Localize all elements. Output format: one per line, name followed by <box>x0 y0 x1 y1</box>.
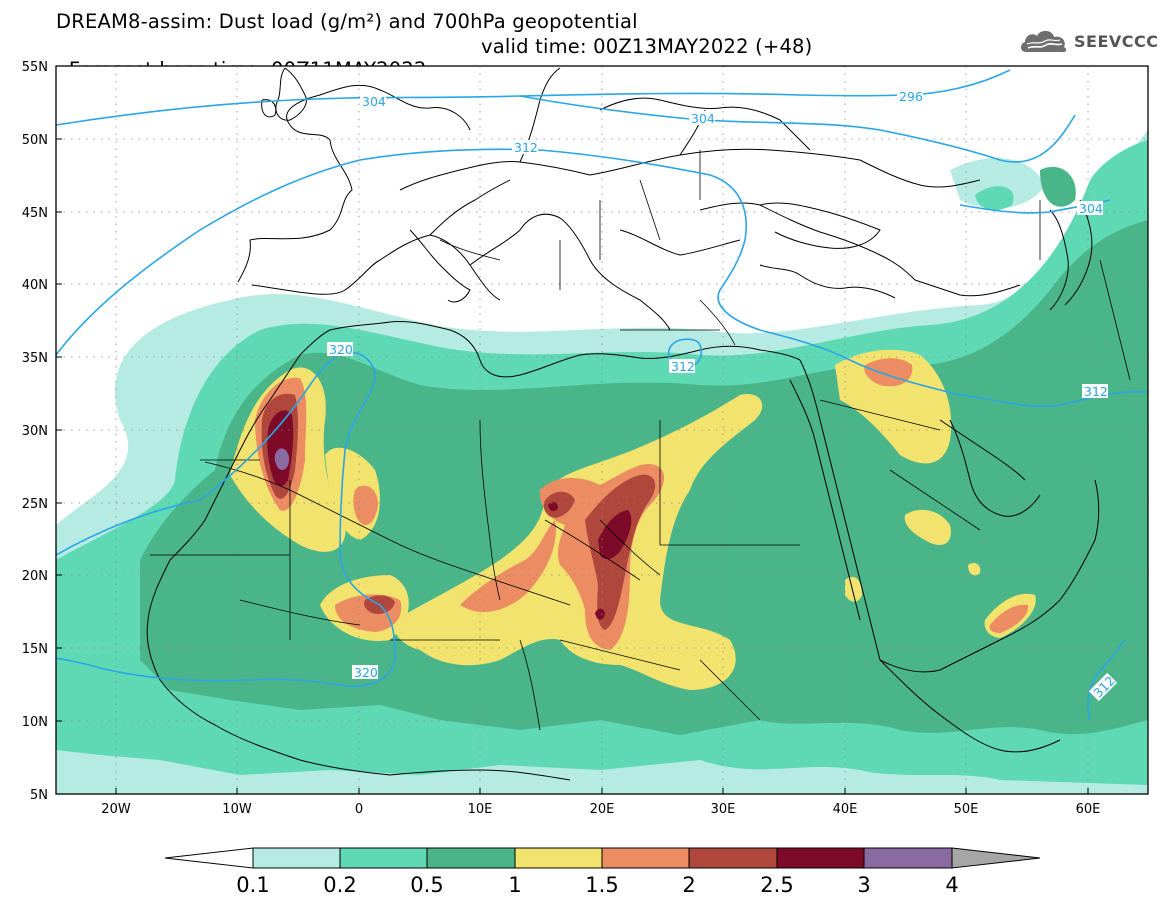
logo-text: SEEVCCC <box>1074 31 1159 51</box>
colorbar-label: 2.5 <box>760 873 793 897</box>
colorbar-box <box>426 847 516 869</box>
contour-label: 304 <box>360 94 386 109</box>
colorbar-over-triangle <box>951 847 1041 869</box>
colorbar-label: 0.5 <box>410 873 443 897</box>
contour-label: 304 <box>1077 201 1103 216</box>
lat-label: 40N <box>22 278 48 293</box>
seevccc-logo: SEEVCCC <box>1018 26 1159 56</box>
lat-label: 35N <box>22 351 48 366</box>
colorbar-label: 0.1 <box>236 873 269 897</box>
longitude-labels: 20W 10W 0 10E 20E 30E 40E 50E 60E <box>101 802 1100 817</box>
svg-text:304: 304 <box>1079 201 1103 216</box>
colorbar-box <box>776 847 865 869</box>
lat-label: 20N <box>22 569 48 584</box>
lat-label: 55N <box>22 60 48 75</box>
coastlines-borders <box>146 67 1131 781</box>
lat-label: 5N <box>30 788 48 803</box>
latitude-labels: 55N 50N 45N 40N 35N 30N 25N 20N 15N 10N … <box>22 60 48 803</box>
colorbar-label: 1 <box>508 873 521 897</box>
svg-text:304: 304 <box>362 94 386 109</box>
colorbar-box <box>601 847 690 869</box>
contour-label: 312 <box>1082 384 1108 399</box>
colorbar <box>164 847 1041 869</box>
lat-label: 15N <box>22 642 48 657</box>
svg-text:312: 312 <box>671 359 695 374</box>
svg-text:304: 304 <box>691 111 715 126</box>
colorbar-label: 3 <box>857 873 870 897</box>
contour-label: 296 <box>897 89 923 104</box>
contour-label: 320 <box>327 342 353 357</box>
svg-text:320: 320 <box>329 342 353 357</box>
lon-label: 10W <box>222 802 252 817</box>
contour-label: 312 <box>669 359 695 374</box>
valid-time: valid time: 00Z13MAY2022 (+48) <box>481 35 813 58</box>
colorbar-under-triangle <box>164 847 254 869</box>
lon-label: 10E <box>468 802 493 817</box>
lon-label: 0 <box>355 802 363 817</box>
map-title: DREAM8-assim: Dust load (g/m²) and 700hP… <box>56 10 638 33</box>
colorbar-box <box>252 847 341 869</box>
contour-label: 312 <box>512 140 538 155</box>
graticule <box>56 66 1148 794</box>
lon-label: 20W <box>101 802 131 817</box>
lon-label: 30E <box>711 802 736 817</box>
contour-label: 320 <box>352 665 378 680</box>
contour-label: 304 <box>689 111 715 126</box>
colorbar-box <box>863 847 953 869</box>
colorbar-label: 0.2 <box>323 873 356 897</box>
lat-label: 30N <box>22 424 48 439</box>
svg-text:296: 296 <box>899 89 923 104</box>
colorbar-box <box>514 847 603 869</box>
lat-label: 45N <box>22 206 48 221</box>
svg-text:312: 312 <box>1084 384 1108 399</box>
colorbar-label: 1.5 <box>585 873 618 897</box>
lat-label: 50N <box>22 133 48 148</box>
colorbar-box <box>339 847 428 869</box>
lat-label: 10N <box>22 715 48 730</box>
lat-label: 25N <box>22 497 48 512</box>
colorbar-box <box>688 847 778 869</box>
tick-marks <box>56 65 1089 795</box>
svg-text:312: 312 <box>514 140 538 155</box>
colorbar-label: 2 <box>682 873 695 897</box>
contour-labels: 304 296 304 312 304 320 312 312 320 312 <box>327 89 1118 702</box>
lon-label: 20E <box>590 802 615 817</box>
colorbar-labels: 0.1 0.2 0.5 1 1.5 2 2.5 3 4 <box>236 873 958 897</box>
cloud-icon <box>1020 30 1067 53</box>
lon-label: 60E <box>1076 802 1101 817</box>
lon-label: 50E <box>954 802 979 817</box>
svg-text:320: 320 <box>354 665 378 680</box>
lon-label: 40E <box>833 802 858 817</box>
colorbar-label: 4 <box>945 873 958 897</box>
dust-level-3 <box>274 448 290 470</box>
